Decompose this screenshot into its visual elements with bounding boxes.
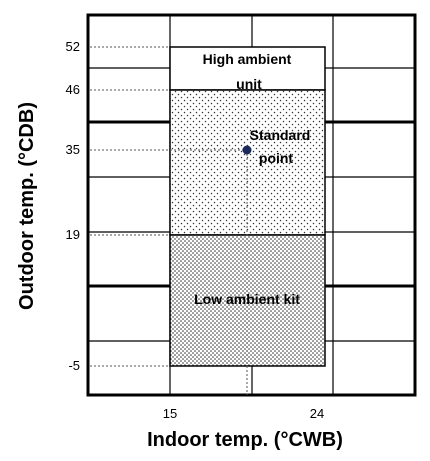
standard-point-label-line2: point [259,150,294,166]
standard-point-marker [242,145,252,155]
high-ambient-label-line2: unit [236,76,262,92]
y-tick-label-52: 52 [66,39,80,54]
y-axis-title: Outdoor temp. (°CDB) [16,102,38,310]
x-tick-label-24: 24 [310,406,324,421]
y-tick-label-35: 35 [66,142,80,157]
y-tick-label-46: 46 [66,82,80,97]
x-axis-title: Indoor temp. (°CWB) [147,429,343,451]
low-ambient-kit-label: Low ambient kit [194,291,300,307]
y-reference-lines [90,46,247,367]
high-ambient-label-line1: High ambient [203,51,292,67]
plot-frame [86,13,417,397]
standard-point-label-line1: Standard [250,127,311,143]
high-ambient-region [169,46,326,91]
y-tick-label-minus5: -5 [68,358,80,373]
y-tick-label-19: 19 [66,227,80,242]
x-tick-label-15: 15 [163,406,177,421]
